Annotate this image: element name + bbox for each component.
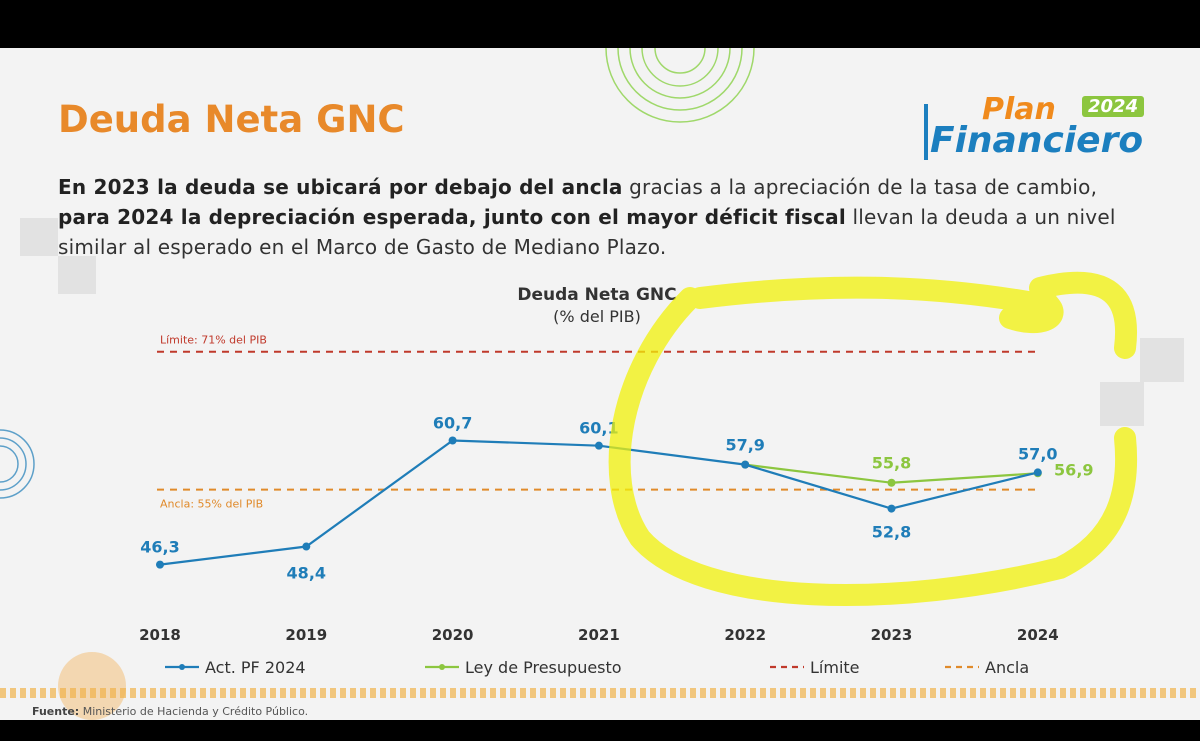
logo-bar	[924, 104, 928, 160]
data-point	[887, 504, 896, 513]
data-label: 56,9	[1054, 460, 1093, 479]
data-point	[156, 560, 164, 569]
decor-square	[20, 218, 58, 256]
x-tick-label: 2024	[1017, 626, 1059, 644]
footer-text: Ministerio de Hacienda y Crédito Público…	[79, 705, 309, 718]
gear-decor	[58, 652, 126, 720]
data-label: 52,8	[872, 523, 911, 542]
legend-marker	[439, 664, 445, 670]
logo-plan-text: Plan	[982, 92, 1056, 127]
reference-label-límite: Límite: 71% del PIB	[160, 334, 267, 347]
data-point	[887, 478, 896, 487]
data-point	[594, 441, 603, 450]
data-label: 48,4	[287, 564, 326, 583]
subtitle-part-2: gracias a la apreciación de la tasa de c…	[622, 175, 1098, 199]
data-label: 57,9	[725, 436, 764, 455]
data-point	[1033, 468, 1042, 477]
subtitle-part-4: llevan la deuda a un nivel similar al es…	[58, 205, 1116, 259]
logo-financiero-text: Financiero	[930, 120, 1144, 161]
logo-year-badge: 2024	[1082, 96, 1145, 117]
chart-subtitle: (% del PIB)	[553, 307, 641, 326]
decor-square	[58, 256, 96, 294]
x-tick-label: 2019	[285, 626, 327, 644]
data-point	[448, 436, 457, 445]
slide-subtitle: En 2023 la deuda se ubicará por debajo d…	[58, 172, 1143, 262]
data-label: 57,0	[1018, 444, 1057, 463]
subtitle-part-3: para 2024 la depreciación esperada, junt…	[58, 205, 846, 229]
chart-canvas: Deuda Neta GNC (% del PIB) Límite: 71% del…	[0, 48, 1138, 720]
data-point	[741, 460, 750, 469]
plan-financiero-logo: Plan 2024 Financiero	[924, 92, 1174, 164]
chart-plot: Deuda Neta GNC (% del PIB) Límite: 71% del…	[139, 285, 1093, 677]
legend-label: Ancla	[985, 658, 1029, 677]
data-label: 55,8	[872, 454, 911, 473]
x-tick-label: 2018	[139, 626, 181, 644]
data-label: 60,1	[579, 419, 618, 438]
source-footer: Fuente: Ministerio de Hacienda y Crédito…	[32, 705, 308, 718]
decor-square	[1100, 382, 1144, 426]
legend-marker	[179, 664, 185, 670]
chart-title: Deuda Neta GNC	[517, 285, 676, 305]
data-point	[302, 542, 311, 551]
x-tick-label: 2021	[578, 626, 620, 644]
left-rings-decor	[0, 429, 35, 499]
x-tick-label: 2020	[432, 626, 474, 644]
decor-square	[1140, 338, 1184, 382]
data-label: 60,7	[433, 414, 472, 433]
data-label: 46,3	[140, 538, 179, 557]
slide: Deuda Neta GNC (% del PIB) Límite: 71% del…	[0, 48, 1200, 720]
page-title: Deuda Neta GNC	[58, 98, 405, 141]
x-tick-label: 2022	[724, 626, 766, 644]
legend-label: Límite	[810, 658, 860, 677]
concentric-decor	[605, 48, 755, 123]
legend-label: Act. PF 2024	[205, 658, 306, 677]
reference-label-ancla: Ancla: 55% del PIB	[160, 498, 263, 511]
footer-label: Fuente:	[32, 705, 80, 718]
highlight-annotation	[608, 271, 1138, 606]
bottom-stripe	[0, 688, 1200, 698]
x-tick-label: 2023	[871, 626, 913, 644]
legend-label: Ley de Presupuesto	[465, 658, 622, 677]
subtitle-part-1: En 2023 la deuda se ubicará por debajo d…	[58, 175, 623, 199]
